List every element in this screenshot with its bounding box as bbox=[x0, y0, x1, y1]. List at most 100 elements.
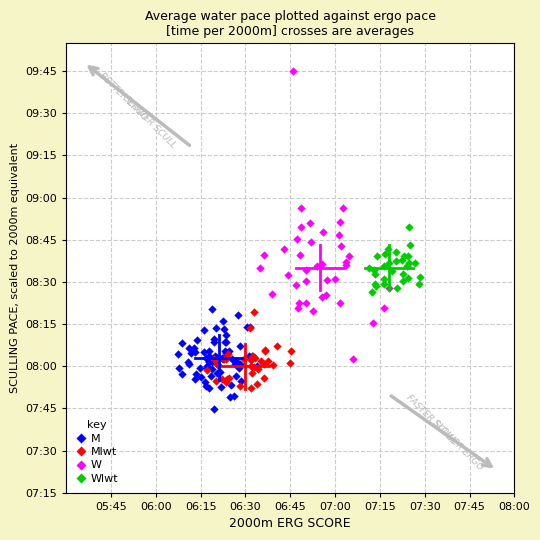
Point bbox=[234, 310, 242, 319]
Point bbox=[248, 352, 257, 361]
Point bbox=[404, 251, 413, 260]
Point bbox=[205, 358, 213, 367]
Point bbox=[188, 346, 197, 354]
Point bbox=[205, 354, 213, 363]
Point bbox=[370, 270, 379, 279]
Point bbox=[405, 222, 414, 231]
Point bbox=[210, 405, 218, 414]
Point bbox=[204, 384, 213, 393]
Point bbox=[341, 258, 350, 267]
Point bbox=[174, 363, 183, 372]
Point bbox=[237, 376, 245, 385]
Text: SLOWER SCULL: SLOWER SCULL bbox=[122, 94, 178, 150]
Point bbox=[205, 347, 213, 355]
Point bbox=[387, 266, 396, 275]
Point bbox=[245, 352, 254, 360]
Title: Average water pace plotted against ergo pace
[time per 2000m] crosses are averag: Average water pace plotted against ergo … bbox=[145, 10, 436, 38]
Point bbox=[404, 274, 413, 282]
Point bbox=[313, 261, 321, 270]
Point bbox=[369, 319, 377, 327]
Point bbox=[296, 251, 305, 259]
Point bbox=[201, 381, 210, 390]
Point bbox=[260, 251, 269, 260]
Point bbox=[336, 242, 345, 251]
Point bbox=[219, 316, 227, 325]
Point bbox=[192, 369, 201, 378]
Point bbox=[318, 228, 327, 237]
Point bbox=[292, 280, 301, 289]
Point bbox=[261, 346, 269, 355]
Point bbox=[177, 339, 186, 347]
Point bbox=[253, 380, 261, 388]
Point bbox=[249, 363, 258, 372]
Point bbox=[211, 323, 220, 332]
Text: BETTER ERGO: BETTER ERGO bbox=[97, 71, 149, 122]
Point bbox=[247, 383, 255, 392]
Point bbox=[191, 374, 200, 383]
Point bbox=[205, 352, 213, 360]
Point bbox=[404, 259, 413, 267]
Point bbox=[280, 245, 288, 254]
Point bbox=[301, 277, 310, 286]
Point bbox=[186, 348, 195, 357]
Point bbox=[370, 266, 379, 275]
Point bbox=[342, 260, 350, 269]
Point bbox=[284, 271, 292, 279]
Point bbox=[335, 231, 343, 240]
Point bbox=[380, 262, 388, 271]
Legend: M, Mlwt, W, Wlwt: M, Mlwt, W, Wlwt bbox=[72, 417, 122, 487]
Point bbox=[230, 391, 238, 400]
Point bbox=[348, 355, 357, 363]
Point bbox=[231, 372, 240, 380]
Point bbox=[415, 280, 424, 288]
Point bbox=[339, 204, 347, 213]
Y-axis label: SCULLING PACE, scaled to 2000m equivalent: SCULLING PACE, scaled to 2000m equivalen… bbox=[10, 143, 20, 393]
Point bbox=[235, 363, 244, 372]
Point bbox=[206, 372, 215, 380]
Point bbox=[397, 255, 406, 264]
X-axis label: 2000m ERG SCORE: 2000m ERG SCORE bbox=[230, 517, 351, 530]
Point bbox=[235, 381, 244, 390]
Point bbox=[264, 357, 273, 366]
Point bbox=[381, 250, 389, 259]
Point bbox=[393, 284, 402, 292]
Point bbox=[380, 280, 388, 288]
Point bbox=[247, 352, 256, 360]
Point bbox=[249, 308, 258, 316]
Point bbox=[178, 369, 187, 378]
Point bbox=[227, 381, 235, 390]
Point bbox=[335, 299, 344, 308]
Point bbox=[208, 305, 217, 314]
Point bbox=[223, 375, 232, 384]
Point bbox=[218, 355, 227, 363]
Point bbox=[400, 251, 408, 260]
Point bbox=[317, 260, 326, 268]
Point bbox=[213, 360, 221, 368]
Point bbox=[416, 273, 424, 281]
Point bbox=[371, 281, 380, 290]
Point bbox=[392, 257, 400, 266]
Point bbox=[235, 360, 244, 368]
Point bbox=[246, 323, 255, 332]
Point bbox=[272, 341, 281, 350]
Text: SLOWER ERGO: SLOWER ERGO bbox=[430, 418, 485, 472]
Point bbox=[321, 291, 330, 300]
Point bbox=[247, 362, 255, 370]
Point bbox=[306, 219, 314, 228]
Point bbox=[309, 306, 318, 315]
Point bbox=[221, 355, 230, 363]
Point bbox=[193, 335, 202, 344]
Point bbox=[225, 346, 233, 355]
Point bbox=[380, 304, 389, 313]
Point bbox=[173, 350, 182, 359]
Point bbox=[294, 303, 302, 312]
Point bbox=[202, 363, 211, 372]
Point bbox=[185, 343, 193, 352]
Point bbox=[221, 347, 230, 356]
Point bbox=[232, 356, 240, 365]
Point bbox=[247, 355, 256, 364]
Point bbox=[202, 353, 211, 362]
Point bbox=[364, 264, 373, 273]
Point bbox=[269, 361, 278, 370]
Point bbox=[210, 338, 218, 346]
